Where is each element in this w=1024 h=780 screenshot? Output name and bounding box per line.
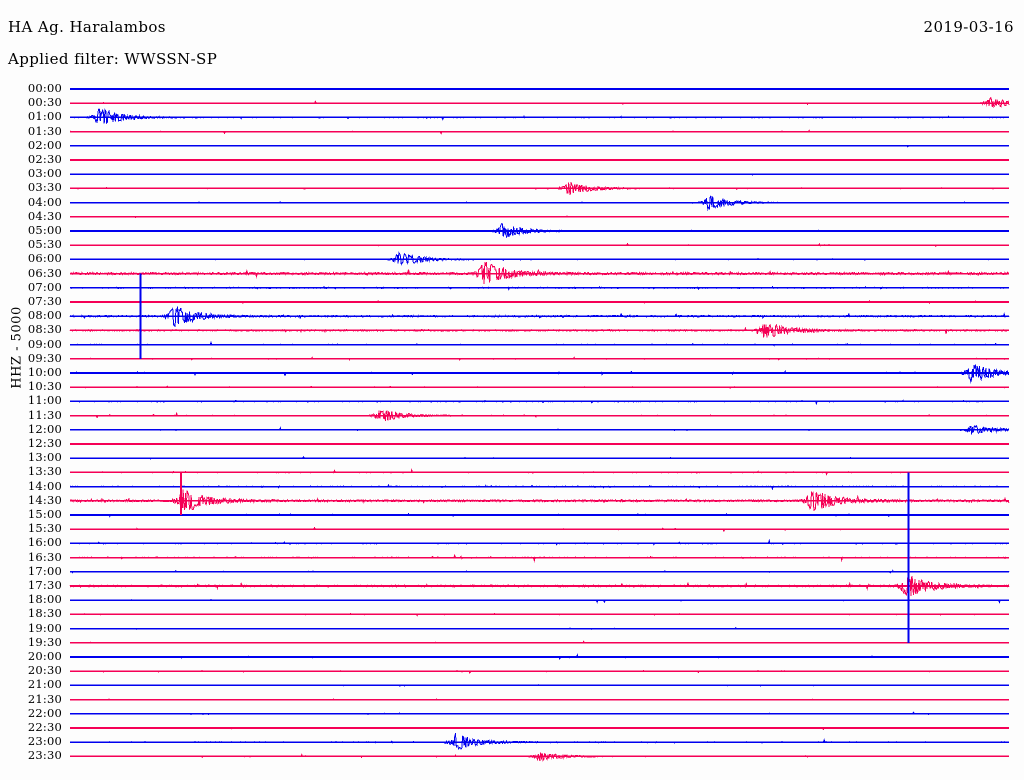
time-label: 13:30 bbox=[27, 464, 62, 479]
time-label: 16:30 bbox=[27, 549, 62, 564]
trace-row bbox=[69, 489, 1010, 511]
time-label: 03:00 bbox=[27, 166, 62, 181]
time-label: 08:30 bbox=[27, 322, 62, 337]
station-title: HA Ag. Haralambos bbox=[8, 18, 166, 36]
time-label: 01:30 bbox=[27, 123, 62, 138]
time-label: 20:30 bbox=[27, 663, 62, 678]
time-label: 06:30 bbox=[27, 265, 62, 280]
time-label: 13:00 bbox=[27, 450, 62, 465]
time-label: 19:30 bbox=[27, 634, 62, 649]
time-label: 02:30 bbox=[27, 152, 62, 166]
time-label: 05:00 bbox=[27, 223, 62, 237]
time-label: 11:00 bbox=[27, 393, 62, 408]
trace-row bbox=[69, 733, 1010, 751]
time-label: 03:30 bbox=[27, 180, 62, 195]
time-label: 15:00 bbox=[27, 507, 62, 521]
time-label: 21:00 bbox=[27, 677, 62, 692]
time-label: 07:00 bbox=[27, 279, 62, 294]
time-label: 14:30 bbox=[27, 492, 62, 507]
time-label: 09:00 bbox=[27, 336, 62, 351]
time-label: 18:00 bbox=[27, 592, 62, 607]
time-label: 16:00 bbox=[27, 535, 62, 550]
time-axis: 00:00 00:30 01:00 01:30 02:00 02:30 03:00 03:30… bbox=[0, 0, 68, 780]
time-label: 12:00 bbox=[27, 421, 62, 436]
time-label: 10:30 bbox=[27, 379, 62, 394]
time-label: 04:30 bbox=[27, 208, 62, 223]
time-label: 09:30 bbox=[27, 350, 62, 365]
time-label: 14:00 bbox=[27, 478, 62, 493]
record-date: 2019-03-16 bbox=[923, 18, 1014, 36]
trace-row bbox=[69, 108, 1009, 125]
time-label: 12:30 bbox=[27, 436, 62, 450]
time-label: 17:30 bbox=[27, 578, 62, 592]
time-label: 06:00 bbox=[27, 251, 62, 266]
time-label: 15:30 bbox=[27, 521, 62, 536]
time-label: 11:30 bbox=[27, 407, 62, 422]
time-label: 10:00 bbox=[27, 365, 62, 379]
time-label: 07:30 bbox=[27, 294, 62, 308]
time-label: 02:00 bbox=[27, 137, 62, 152]
time-label: 18:30 bbox=[27, 606, 62, 621]
time-label: 19:00 bbox=[27, 620, 62, 635]
time-label: 00:30 bbox=[27, 95, 62, 110]
time-label: 17:00 bbox=[27, 563, 62, 578]
time-label: 04:00 bbox=[27, 194, 62, 209]
applied-filter-label: Applied filter: WWSSN-SP bbox=[8, 50, 218, 68]
time-label: 05:30 bbox=[27, 237, 62, 252]
time-label: 23:00 bbox=[27, 734, 62, 749]
time-label: 01:00 bbox=[27, 109, 62, 124]
time-label: 22:30 bbox=[27, 720, 62, 734]
time-label: 20:00 bbox=[27, 649, 62, 663]
time-label: 08:00 bbox=[27, 308, 62, 323]
time-label: 21:30 bbox=[27, 691, 62, 706]
time-label: 00:00 bbox=[27, 81, 62, 95]
time-label: 23:30 bbox=[27, 748, 62, 763]
trace-row bbox=[70, 96, 1010, 109]
time-label: 22:00 bbox=[27, 705, 62, 720]
